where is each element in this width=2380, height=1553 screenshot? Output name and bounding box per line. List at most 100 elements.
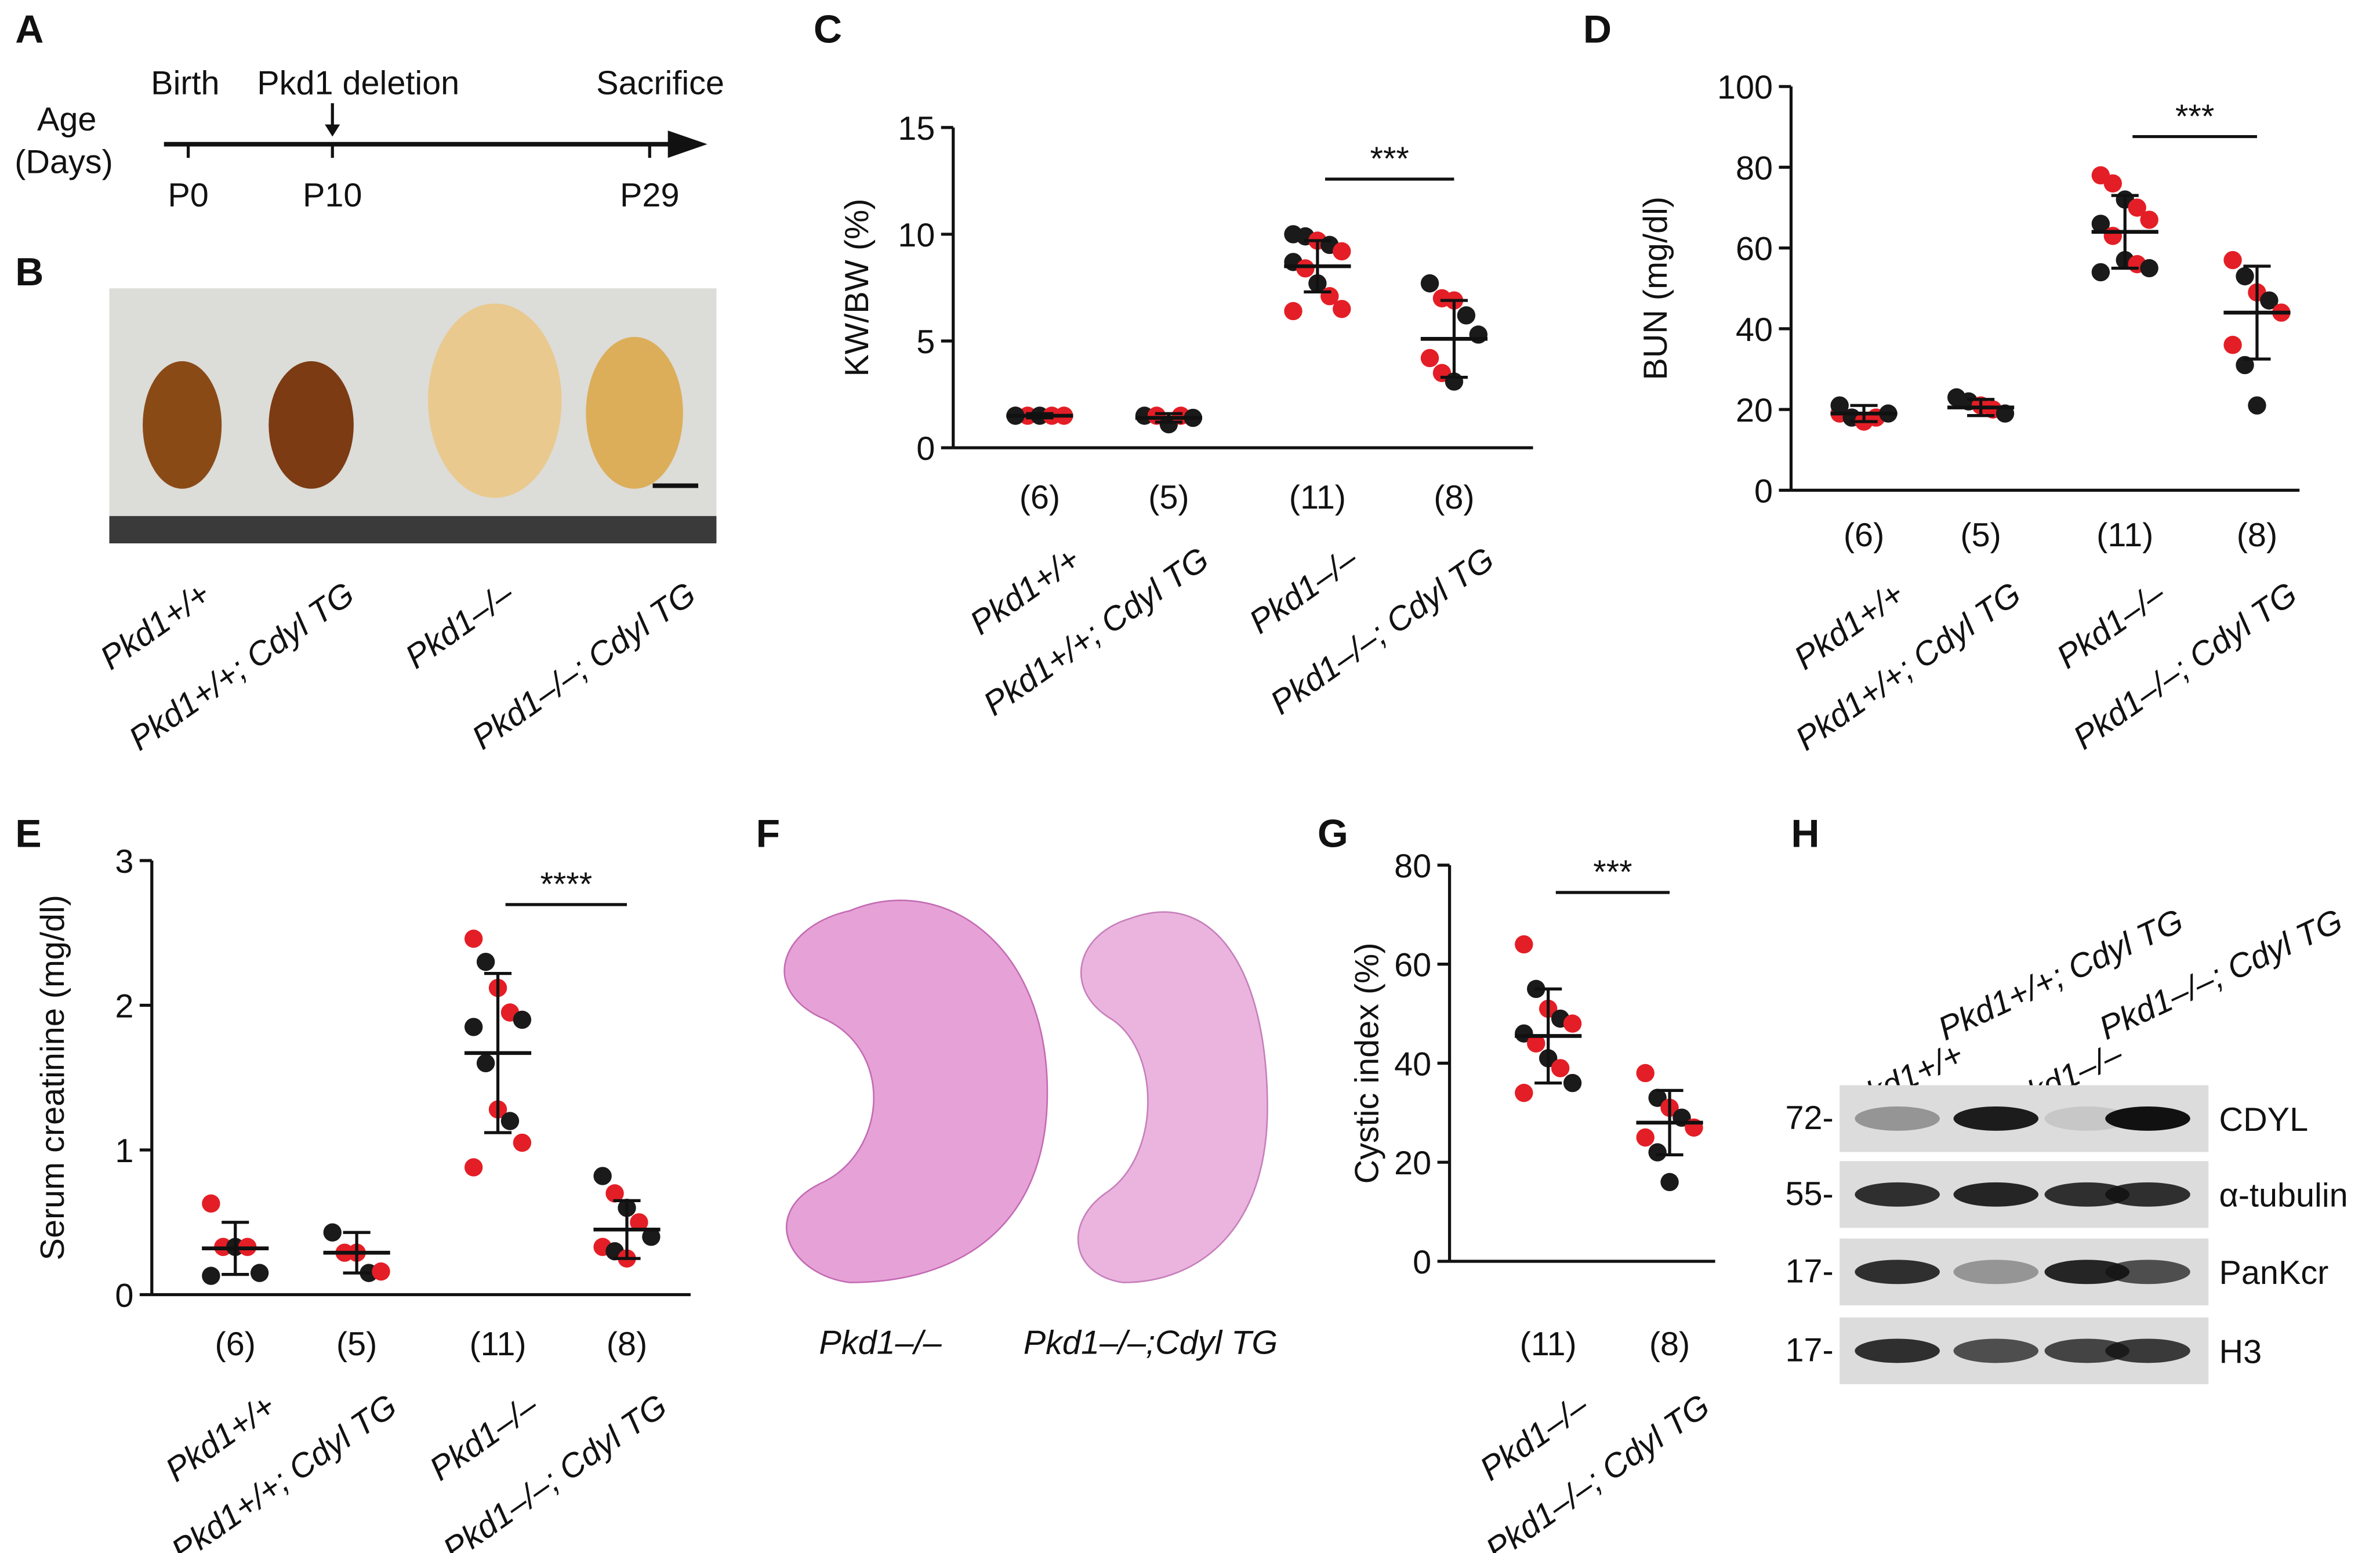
data-point bbox=[1469, 325, 1488, 344]
band bbox=[2105, 1260, 2190, 1285]
data-point bbox=[513, 1133, 532, 1152]
data-point bbox=[1515, 935, 1533, 954]
x-tick-label: Pkd1–/– bbox=[2050, 575, 2172, 676]
data-point bbox=[1563, 1073, 1582, 1093]
data-point bbox=[2103, 227, 2123, 245]
arrow-head bbox=[667, 130, 708, 158]
data-point bbox=[1296, 259, 1315, 278]
panel-label: F bbox=[756, 811, 780, 855]
data-point bbox=[593, 1167, 612, 1185]
x-tick-label: Pkd1–/–; Cdyl TG bbox=[1264, 540, 1501, 722]
y-tick-label: 10 bbox=[898, 217, 935, 254]
protein-label: α-tubulin bbox=[2219, 1177, 2348, 1214]
data-point bbox=[372, 1262, 390, 1281]
x-tick-label: Pkd1+/+; Cdyl TG bbox=[977, 540, 1216, 723]
data-point bbox=[2091, 215, 2110, 233]
significance-label: *** bbox=[2175, 98, 2214, 135]
western-blot: Pkd1+/+ Pkd1+/+; Cdyl TG Pkd1–/– Pkd1–/–… bbox=[1786, 902, 2348, 1384]
data-point bbox=[1457, 306, 1476, 325]
n-label: (11) bbox=[1520, 1326, 1577, 1363]
y-axis-label: Serum creatinine (mg/dl) bbox=[34, 895, 71, 1260]
y-tick-label: 1 bbox=[115, 1133, 133, 1170]
tick-label: P10 bbox=[303, 177, 362, 214]
data-point bbox=[513, 1010, 532, 1029]
y-tick-label: 0 bbox=[1413, 1244, 1431, 1281]
tick-label: P29 bbox=[620, 177, 679, 214]
data-point bbox=[2140, 211, 2158, 229]
data-point bbox=[2223, 336, 2242, 354]
kidney-photo: Pkd1+/+ Pkd1+/+; Cdyl TG Pkd1–/– Pkd1–/–… bbox=[94, 288, 717, 758]
data-point bbox=[1333, 300, 1351, 318]
n-label: (6) bbox=[1020, 479, 1060, 516]
y-tick-label: 60 bbox=[1736, 231, 1773, 268]
n-label: (11) bbox=[2096, 517, 2153, 554]
n-label: (6) bbox=[215, 1326, 256, 1363]
band bbox=[2105, 1106, 2190, 1131]
sample-label: Pkd1+/+ bbox=[94, 575, 217, 677]
band bbox=[1855, 1260, 1940, 1285]
data-point bbox=[2091, 263, 2110, 282]
data-point bbox=[202, 1194, 220, 1213]
n-label: (11) bbox=[469, 1326, 526, 1363]
data-point bbox=[1551, 1059, 1570, 1077]
y-axis-label: BUN (mg/dl) bbox=[1637, 197, 1674, 380]
data-point bbox=[1636, 1064, 1655, 1083]
kidney bbox=[143, 361, 222, 489]
size-marker: 17- bbox=[1786, 1253, 1834, 1290]
data-point bbox=[2236, 267, 2254, 286]
histology: Pkd1–/– Pkd1–/–;Cdyl TG bbox=[783, 899, 1278, 1362]
y-tick-label: 0 bbox=[916, 430, 935, 467]
y-tick-label: 2 bbox=[115, 988, 133, 1025]
data-point bbox=[2248, 396, 2266, 415]
panel-label: B bbox=[15, 250, 43, 294]
x-tick-label: Pkd1–/–; Cdyl TG bbox=[2067, 575, 2304, 757]
data-point bbox=[630, 1213, 648, 1232]
data-point bbox=[1660, 1173, 1679, 1192]
y-tick-label: 60 bbox=[1394, 947, 1431, 984]
y-tick-label: 5 bbox=[916, 324, 935, 361]
y-tick-label: 20 bbox=[1736, 392, 1773, 429]
y-tick-label: 40 bbox=[1394, 1046, 1431, 1083]
size-marker: 17- bbox=[1786, 1332, 1834, 1369]
data-point bbox=[2223, 251, 2242, 270]
band bbox=[1953, 1182, 2039, 1207]
data-point bbox=[250, 1264, 269, 1282]
data-point bbox=[1284, 302, 1303, 321]
data-point bbox=[476, 952, 495, 971]
n-label: (8) bbox=[607, 1326, 647, 1363]
band bbox=[1953, 1260, 2039, 1285]
n-label: (6) bbox=[1844, 517, 1884, 554]
tick-label: P0 bbox=[168, 177, 208, 214]
axis-label: Age bbox=[37, 101, 96, 138]
x-tick-label: Pkd1+/+ bbox=[963, 540, 1086, 642]
data-point bbox=[476, 1054, 495, 1073]
kidney bbox=[428, 303, 562, 498]
band bbox=[2044, 1338, 2130, 1363]
significance-label: **** bbox=[540, 866, 592, 903]
data-point bbox=[464, 930, 483, 948]
panel-label: D bbox=[1583, 7, 1612, 51]
band bbox=[1855, 1182, 1940, 1207]
event-label: Pkd1 deletion bbox=[257, 64, 459, 101]
x-tick-label: Pkd1–/–; Cdyl TG bbox=[437, 1387, 674, 1553]
kidney bbox=[269, 361, 354, 489]
data-point bbox=[642, 1228, 661, 1246]
band bbox=[1855, 1106, 1940, 1131]
kidney bbox=[586, 337, 683, 489]
y-tick-label: 40 bbox=[1736, 311, 1773, 349]
data-point bbox=[2260, 291, 2279, 310]
data-point bbox=[1830, 396, 1849, 415]
axis-label: (Days) bbox=[14, 143, 113, 180]
band bbox=[2044, 1260, 2130, 1285]
significance-label: *** bbox=[1370, 140, 1409, 177]
data-point bbox=[202, 1267, 220, 1285]
n-label: (8) bbox=[1649, 1326, 1690, 1363]
band bbox=[1953, 1106, 2039, 1131]
band bbox=[1953, 1338, 2039, 1363]
protein-label: H3 bbox=[2219, 1333, 2262, 1370]
n-label: (8) bbox=[1434, 479, 1474, 516]
